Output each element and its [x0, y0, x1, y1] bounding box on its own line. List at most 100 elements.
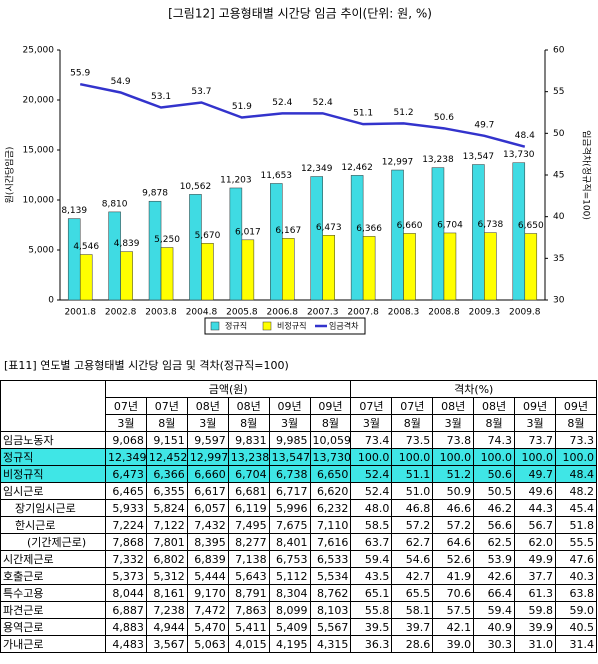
legend-label: 임금격차	[329, 321, 359, 331]
header-row: 3월 8월 3월 8월 3월 8월 3월 8월 3월 8월 3월 8월	[1, 414, 598, 432]
cell: 6,617	[186, 482, 229, 500]
cell: 39.7	[391, 618, 434, 636]
cell: 7,138	[227, 550, 270, 568]
cell: 46.2	[473, 499, 516, 517]
legend-label: 정규직	[225, 321, 247, 331]
table-row: 호출근로 5,373 5,312 5,444 5,643 5,112 5,534 43.5 42…	[0, 567, 598, 585]
cell: 9,068	[105, 431, 147, 449]
bar	[67, 218, 81, 301]
month-header: 8월	[145, 414, 188, 432]
data-label: 51.2	[394, 108, 414, 118]
month-header: 3월	[432, 414, 475, 432]
cell: 5,112	[268, 567, 311, 585]
cell: 8,161	[145, 584, 188, 602]
cell: 73.5	[391, 431, 434, 449]
cell: 12,349	[105, 448, 147, 466]
cell: 74.3	[473, 431, 516, 449]
cell: 51.0	[391, 482, 434, 500]
cell: 48.0	[350, 499, 393, 517]
cell: 5,470	[186, 618, 229, 636]
header-row: 금액(원) 격차(%)	[0, 380, 597, 432]
cell: 42.7	[391, 567, 434, 585]
year-header: 08년	[473, 397, 516, 415]
cell: 8,044	[105, 584, 147, 602]
table-row: 임금노동자 9,068 9,151 9,597 9,831 9,985 10,059 73.4…	[0, 431, 598, 449]
data-label: 50.6	[434, 113, 454, 123]
bar	[512, 162, 526, 301]
cell: 7,432	[186, 516, 229, 534]
cell: 7,110	[309, 516, 352, 534]
cell: 6,660	[186, 465, 229, 483]
x-tick-label: 2001.8	[64, 308, 96, 318]
cell: 5,567	[309, 618, 352, 636]
cell: 100.0	[514, 448, 556, 466]
cell: 6,465	[105, 482, 147, 500]
cell: 4,195	[268, 635, 311, 653]
cell: 6,717	[268, 482, 311, 500]
legend-swatch	[262, 321, 272, 331]
x-tick-label: 2008.3	[388, 308, 420, 318]
year-header: 07년	[391, 397, 434, 415]
cell: 6,887	[105, 601, 147, 619]
cell: 4,315	[309, 635, 352, 653]
data-label: 53.7	[191, 87, 211, 97]
data-label: 11,653	[261, 171, 293, 181]
bar	[310, 176, 323, 301]
cell: 6,802	[145, 550, 188, 568]
group-header: 격차(%)	[350, 380, 597, 398]
bar	[391, 169, 404, 301]
row-label: 용역근로	[0, 618, 106, 636]
bar	[79, 254, 93, 301]
cell: 57.2	[391, 516, 434, 534]
cell: 8,277	[227, 533, 270, 551]
cell: 9,985	[268, 431, 311, 449]
cell: 5,063	[186, 635, 229, 653]
row-label: 특수고용	[0, 584, 106, 602]
data-label: 6,738	[477, 220, 503, 230]
month-header: 3월	[514, 414, 556, 432]
y-tick-label: 10,000	[23, 196, 55, 206]
x-tick-label: 2004.8	[186, 308, 218, 318]
x-tick-label: 2005.8	[226, 308, 258, 318]
cell: 4,015	[227, 635, 270, 653]
cell: 9,831	[227, 431, 270, 449]
cell: 44.3	[514, 499, 556, 517]
cell: 12,452	[145, 448, 188, 466]
data-label: 12,349	[301, 164, 333, 174]
bar	[403, 233, 416, 301]
x-tick-label: 2006.8	[267, 308, 299, 318]
cell: 6,119	[227, 499, 270, 517]
bar	[108, 211, 121, 301]
data-label: 49.7	[474, 120, 494, 130]
cell: 31.4	[554, 635, 598, 653]
cell: 46.8	[391, 499, 434, 517]
cell: 7,801	[145, 533, 188, 551]
bar	[484, 232, 497, 301]
data-label: 6,017	[235, 227, 261, 237]
cell: 48.4	[554, 465, 598, 483]
data-label: 52.4	[272, 98, 292, 108]
row-label: 가내근로	[0, 635, 106, 653]
data-label: 13,547	[463, 152, 495, 162]
cell: 8,762	[309, 584, 352, 602]
cell: 3,567	[145, 635, 188, 653]
y-axis-label: 원(시간당임금)	[4, 147, 16, 204]
row-label: 비정규직	[0, 465, 106, 483]
cell: 39.9	[514, 618, 556, 636]
cell: 6,839	[186, 550, 229, 568]
cell: 8,401	[268, 533, 311, 551]
cell: 64.6	[432, 533, 475, 551]
bar	[322, 235, 335, 301]
row-label: 호출근로	[0, 567, 106, 585]
data-label: 9,878	[142, 189, 168, 199]
x-tick-label: 2003.8	[145, 308, 177, 318]
cell: 73.8	[432, 431, 475, 449]
cell: 43.5	[350, 567, 393, 585]
cell: 30.3	[473, 635, 516, 653]
cell: 49.7	[514, 465, 556, 483]
cell: 53.9	[473, 550, 516, 568]
cell: 6,738	[268, 465, 311, 483]
month-header: 3월	[268, 414, 311, 432]
group-header: 금액(원)	[104, 380, 352, 398]
bar	[160, 247, 174, 301]
